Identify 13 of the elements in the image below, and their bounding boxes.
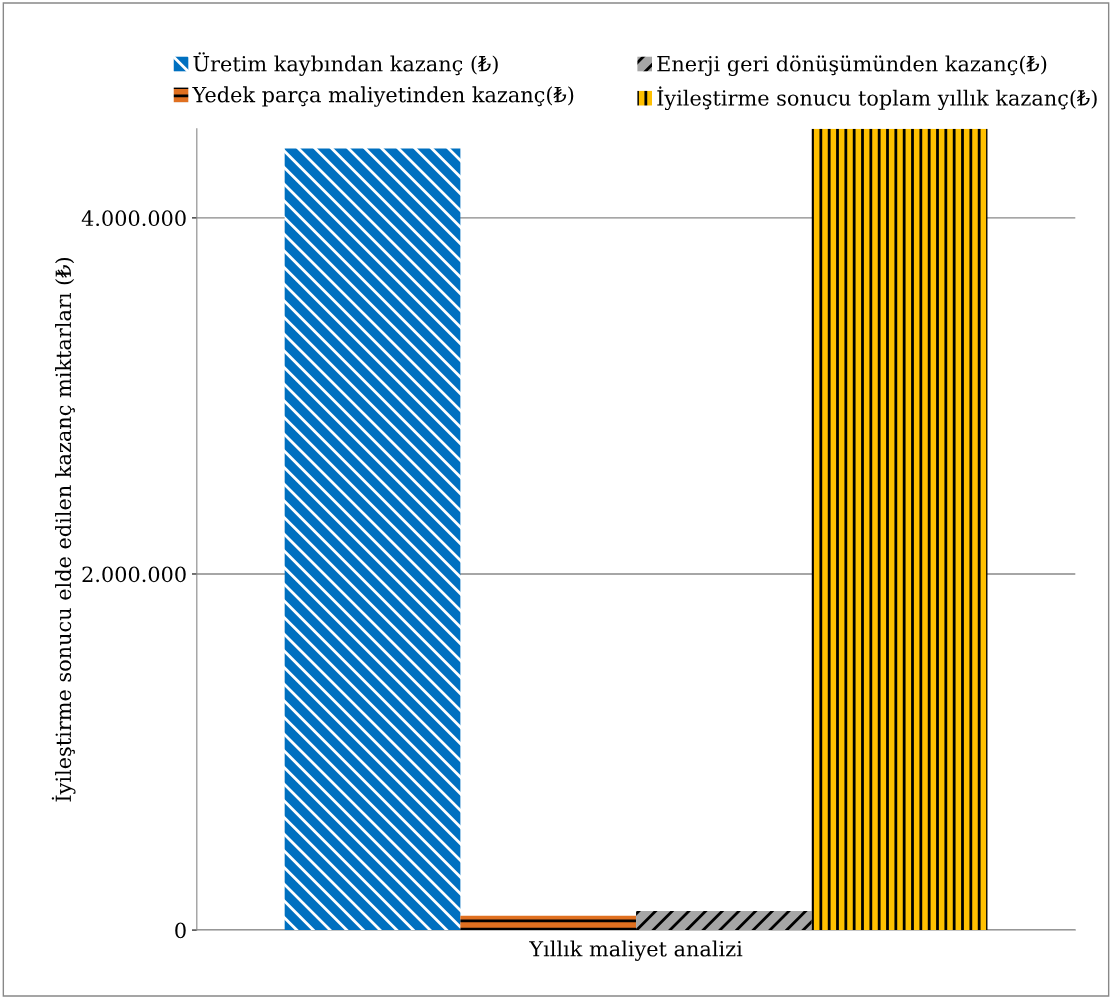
- x-axis-title: Yıllık maliyet analizi: [529, 940, 743, 961]
- y-axis-title: İyileştirme sonucu elde edilen kazanç miktarları (₺): [51, 258, 76, 802]
- bar: [284, 148, 461, 931]
- legend-label: Üretim kaybından kazanç (₺): [193, 52, 498, 76]
- legend-label: İyileştirme sonucu toplam yıllık kazanç(₺): [657, 86, 1097, 111]
- y-tick-label: 4.000.000: [81, 210, 186, 227]
- legend-label: Enerji geri dönüşümünden kazanç(₺): [657, 55, 1047, 76]
- bar: [636, 911, 812, 931]
- y-tick-label: 2.000.000: [82, 566, 186, 583]
- bar: [811, 128, 988, 931]
- bar: [460, 915, 637, 931]
- legend-label: Yedek parça maliyetinden kazanç(₺): [192, 86, 574, 107]
- y-tick-label: 0: [175, 922, 186, 939]
